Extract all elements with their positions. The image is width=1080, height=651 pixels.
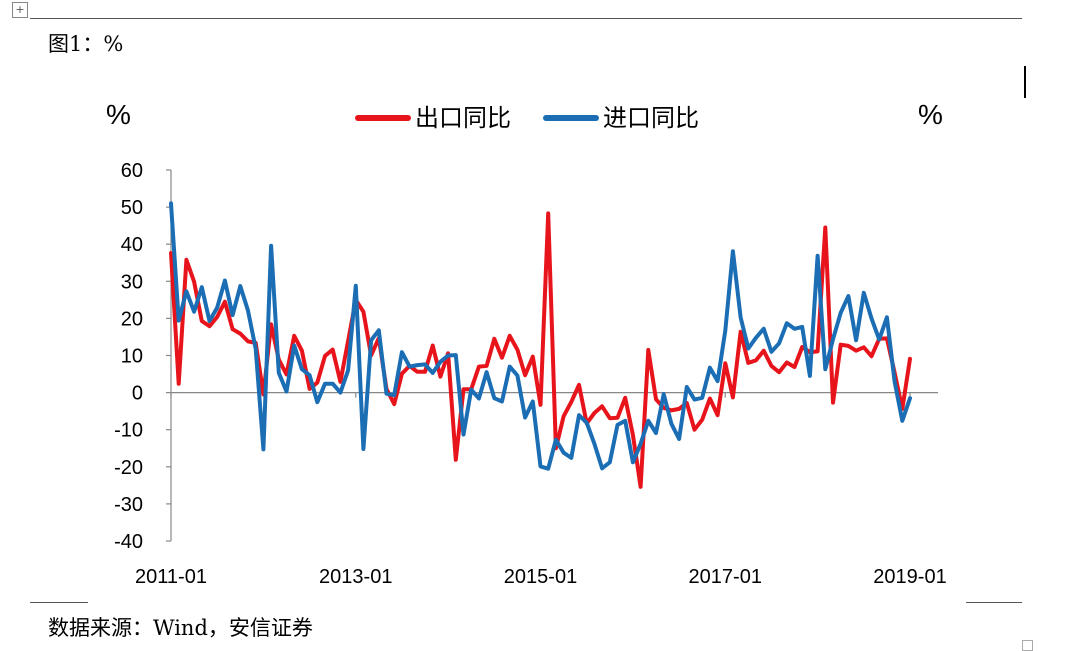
legend-label: 出口同比 [415,104,511,132]
y-axis-unit-right: % [918,99,943,130]
figure-label: 图1：% [48,32,124,56]
source-rule-left [30,602,88,603]
legend-label: 进口同比 [603,104,699,132]
y-tick-label: -30 [114,494,143,516]
y-axis-unit-left: % [106,99,131,130]
y-tick-label: 30 [121,271,143,293]
series-line-export-yoy [169,211,912,489]
x-tick-label: 2019-01 [873,566,946,588]
y-tick-label: 20 [121,308,143,330]
series-lines [169,201,912,489]
y-tick-label: 60 [121,160,143,182]
chart-legend: 出口同比 进口同比 [355,104,699,132]
y-tick-label: -10 [114,420,143,442]
corner-mark [1022,640,1033,651]
y-tick-label: 0 [132,383,143,405]
text-cursor [1024,66,1026,98]
x-tick-label: 2013-01 [319,566,392,588]
y-tick-label: -20 [114,457,143,479]
x-tick-label: 2015-01 [504,566,577,588]
y-tick-label: 10 [121,346,143,368]
x-tick-labels: 2011-01 2013-01 2015-01 2017-01 2019-01 [135,566,947,588]
source-rule-right [966,602,1022,603]
move-handle-icon[interactable]: + [12,2,28,18]
y-tick-labels: 60 50 40 30 20 10 0 -10 -20 -30 -40 [114,160,143,553]
source-note: 数据来源：Wind，安信证券 [48,616,313,640]
y-tick-label: -40 [114,531,143,553]
x-tick-label: 2017-01 [689,566,762,588]
y-tick-label: 40 [121,234,143,256]
top-rule [30,18,1022,19]
x-tick-label: 2011-01 [135,566,207,588]
y-tick-label: 50 [121,197,143,219]
series-line-import-yoy [169,201,912,471]
